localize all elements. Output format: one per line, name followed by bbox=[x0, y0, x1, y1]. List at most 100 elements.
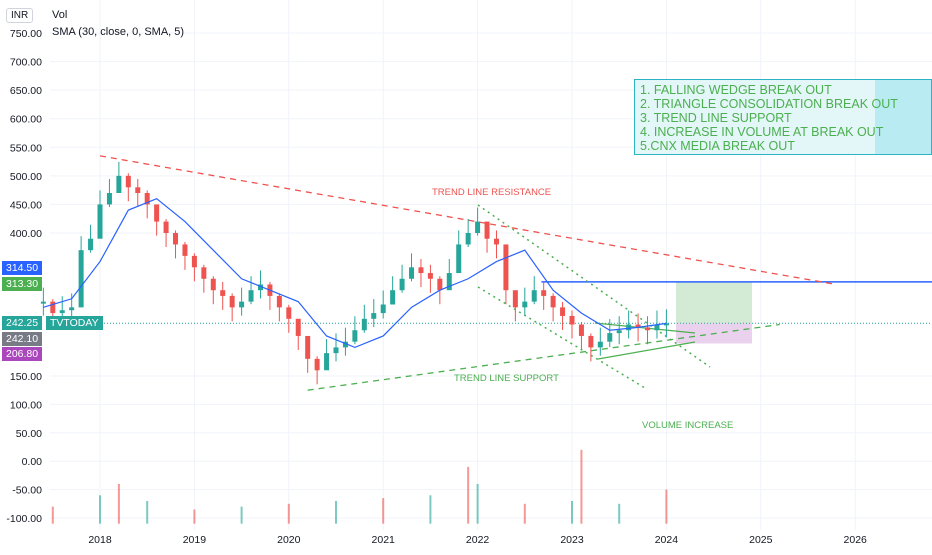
candle-body bbox=[654, 324, 660, 331]
candle-body bbox=[78, 250, 84, 308]
candle-body bbox=[342, 341, 348, 348]
candle-body bbox=[446, 273, 452, 291]
candle-body bbox=[305, 335, 311, 359]
x-tick-label: 2024 bbox=[655, 534, 679, 546]
candle-body bbox=[465, 233, 471, 245]
volume-bar bbox=[117, 483, 120, 524]
candle-body bbox=[50, 301, 56, 314]
candle-body bbox=[314, 358, 320, 371]
candle-body bbox=[512, 290, 518, 308]
triangle-upper-line bbox=[594, 322, 696, 334]
volume-bar bbox=[51, 506, 54, 524]
note-5: 5.CNX MEDIA BREAK OUT bbox=[640, 139, 795, 153]
candle-body bbox=[550, 295, 556, 308]
candle-body bbox=[229, 295, 235, 308]
candle-body bbox=[324, 353, 330, 371]
volume-bar bbox=[523, 503, 526, 524]
volume-bars bbox=[51, 449, 668, 524]
y-tick-label: 650.00 bbox=[10, 85, 42, 97]
candle-body bbox=[182, 244, 188, 256]
y-tick-label: 600.00 bbox=[10, 114, 42, 126]
candle-body bbox=[531, 290, 537, 302]
volume-bar bbox=[476, 483, 479, 524]
y-tick-label: 750.00 bbox=[10, 28, 42, 40]
candle-body bbox=[663, 323, 669, 326]
note-2: 2. TRIANGLE CONSOLIDATION BREAK OUT bbox=[640, 97, 898, 111]
y-tick-label: 500.00 bbox=[10, 171, 42, 183]
y-tick-label: -100.00 bbox=[6, 513, 42, 525]
x-tick-label: 2019 bbox=[183, 534, 207, 546]
y-tick-label: 700.00 bbox=[10, 57, 42, 69]
price-tag-target: 313.30 bbox=[2, 277, 43, 291]
sma-line bbox=[43, 198, 667, 349]
candle-body bbox=[352, 330, 358, 342]
candle-body bbox=[541, 290, 547, 296]
candle-body bbox=[333, 347, 339, 354]
support-annotation: TREND LINE SUPPORT bbox=[454, 373, 559, 384]
candle-body bbox=[645, 327, 651, 331]
candle-body bbox=[135, 187, 141, 193]
volume-legend[interactable]: Vol bbox=[52, 9, 68, 21]
x-tick-label: 2023 bbox=[560, 534, 584, 546]
notes-box[interactable]: 1. FALLING WEDGE BREAK OUT 2. TRIANGLE C… bbox=[634, 79, 932, 155]
candle-body bbox=[276, 295, 282, 308]
ticker-tag: TVTODAY bbox=[46, 316, 103, 330]
x-tick-label: 2020 bbox=[277, 534, 301, 546]
volume-annotation: VOLUME INCREASE bbox=[642, 420, 733, 431]
price-tag-last: 242.25 bbox=[2, 316, 43, 330]
candle-body bbox=[163, 221, 169, 233]
candle-body bbox=[40, 301, 46, 304]
candle-body bbox=[390, 290, 396, 305]
wedge-upper-line bbox=[477, 204, 711, 368]
resistance-annotation: TREND LINE RESISTANCE bbox=[432, 187, 551, 198]
candle-body bbox=[257, 284, 263, 291]
candle-body bbox=[97, 204, 103, 239]
support-trendline bbox=[307, 323, 780, 391]
volume-bar bbox=[429, 495, 432, 524]
candle-body bbox=[88, 238, 94, 251]
candle-body bbox=[371, 313, 377, 319]
candle-body bbox=[239, 301, 245, 308]
resistance-trendline bbox=[99, 155, 837, 286]
currency-badge[interactable]: INR bbox=[6, 8, 34, 23]
candle-body bbox=[578, 324, 584, 336]
volume-bar bbox=[287, 503, 290, 524]
y-tick-label: 450.00 bbox=[10, 199, 42, 211]
volume-bar bbox=[382, 498, 385, 524]
y-tick-label: 50.00 bbox=[16, 428, 42, 440]
candle-body bbox=[361, 318, 367, 331]
y-tick-label: 0.00 bbox=[22, 456, 43, 468]
candles bbox=[40, 161, 669, 385]
candle-body bbox=[154, 204, 160, 222]
notes-shade bbox=[875, 80, 931, 154]
candle-body bbox=[560, 307, 566, 316]
candle-body bbox=[220, 290, 226, 296]
volume-bar bbox=[193, 509, 196, 524]
candle-body bbox=[588, 335, 594, 348]
candle-body bbox=[475, 221, 481, 233]
candle-body bbox=[106, 193, 112, 205]
volume-bar bbox=[571, 500, 573, 524]
volume-bar bbox=[99, 495, 101, 524]
candle-body bbox=[210, 278, 216, 291]
y-tick-label: 400.00 bbox=[10, 228, 42, 240]
x-tick-label: 2022 bbox=[466, 534, 490, 546]
candle-body bbox=[116, 175, 122, 193]
candle-body bbox=[173, 233, 179, 245]
candle-body bbox=[597, 341, 603, 348]
candle-body bbox=[503, 244, 509, 291]
candle-body bbox=[437, 278, 443, 291]
note-1: 1. FALLING WEDGE BREAK OUT bbox=[640, 83, 832, 97]
volume-bar bbox=[335, 500, 337, 524]
candle-body bbox=[59, 310, 65, 314]
wedge-lower-line bbox=[477, 286, 646, 389]
y-tick-label: -50.00 bbox=[12, 485, 42, 497]
target-zone bbox=[676, 281, 752, 324]
volume-bar bbox=[240, 506, 243, 524]
sma-legend[interactable]: SMA (30, close, 0, SMA, 5) bbox=[52, 26, 185, 38]
candle-body bbox=[69, 307, 75, 311]
volume-bar bbox=[467, 466, 470, 524]
candle-body bbox=[295, 318, 301, 336]
volume-bar bbox=[580, 449, 583, 524]
y-tick-label: 150.00 bbox=[10, 371, 42, 383]
